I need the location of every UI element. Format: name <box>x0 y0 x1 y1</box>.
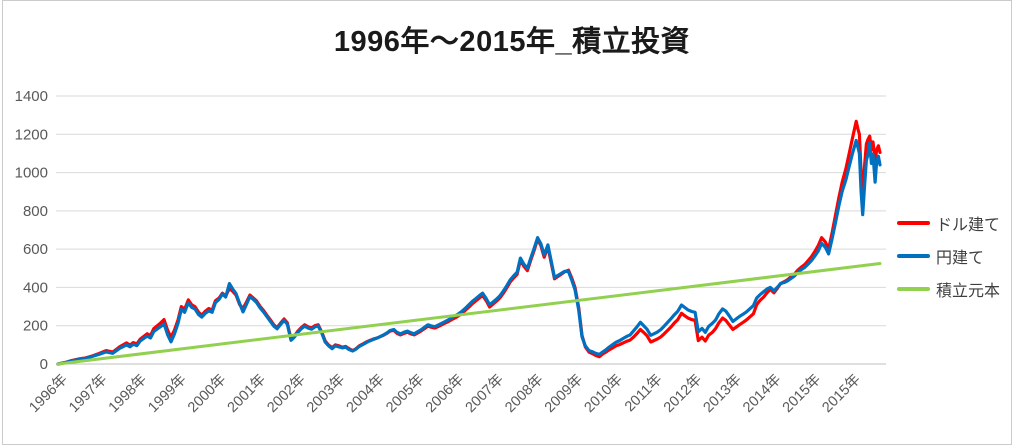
x-axis-label: 2014年 <box>739 371 784 416</box>
series-line-principal <box>56 262 882 366</box>
x-axis-label: 2003年 <box>303 371 348 416</box>
x-axis-label: 2013年 <box>700 371 745 416</box>
x-axis-label: 1997年 <box>65 371 110 416</box>
y-axis-label: 0 <box>40 356 48 373</box>
y-axis-label: 1400 <box>15 88 48 105</box>
legend-swatch-principal <box>897 287 930 291</box>
x-axis-label: 2010年 <box>581 371 626 416</box>
x-axis-label: 2009年 <box>541 371 586 416</box>
x-axis-label: 2000年 <box>184 371 229 416</box>
y-axis-label: 200 <box>23 318 48 335</box>
legend-item-principal: 積立元本 <box>897 275 1000 303</box>
y-axis-label: 800 <box>23 203 48 220</box>
series-line-usd <box>56 119 882 366</box>
x-axis-label: 1999年 <box>145 371 190 416</box>
legend-label-principal: 積立元本 <box>936 283 1001 300</box>
x-axis-label: 2005年 <box>383 371 428 416</box>
legend: ドル建て 円建て 積立元本 <box>897 209 1000 308</box>
chart-title: 1996年～2015年_積立投資 <box>333 26 691 58</box>
x-axis-label: 2008年 <box>502 371 547 416</box>
series-line-jpy <box>56 138 882 366</box>
legend-swatch-jpy <box>897 254 930 258</box>
x-axis-label: 2015年 <box>779 371 824 416</box>
x-axis-label: 2012年 <box>660 371 705 416</box>
x-axis-label: 2002年 <box>264 371 309 416</box>
legend-item-usd: ドル建て <box>897 209 1000 237</box>
legend-item-jpy: 円建て <box>897 242 1000 270</box>
x-axis-label: 1996年 <box>26 371 71 416</box>
y-axis-label: 600 <box>23 241 48 258</box>
x-axis-label: 2011年 <box>621 371 665 415</box>
x-axis-label: 2007年 <box>462 371 507 416</box>
y-axis-label: 1000 <box>15 165 48 182</box>
legend-label-jpy: 円建て <box>936 250 985 267</box>
x-axis-label: 2006年 <box>422 371 467 416</box>
y-axis-label: 1200 <box>15 126 48 143</box>
legend-label-usd: ドル建て <box>936 217 1001 234</box>
y-axis-label: 400 <box>23 279 48 296</box>
x-axis-label: 2015年 <box>819 371 864 416</box>
x-axis-label: 1998年 <box>105 371 150 416</box>
legend-swatch-usd <box>897 221 930 225</box>
x-axis-label: 2001年 <box>224 371 269 416</box>
x-axis-label: 2004年 <box>343 371 388 416</box>
